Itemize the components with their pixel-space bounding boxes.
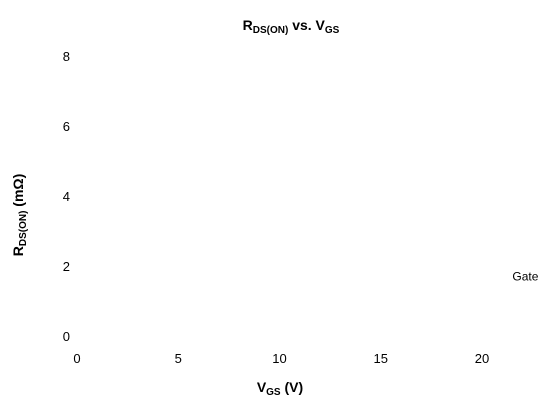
y-tick-label: 8 bbox=[63, 49, 70, 64]
y-tick-label: 2 bbox=[63, 259, 70, 274]
y-tick-labels: 0 2 4 6 8 bbox=[63, 49, 70, 344]
x-tick-label: 15 bbox=[374, 351, 388, 366]
annotations: Gate bbox=[512, 270, 538, 284]
x-tick-label: 5 bbox=[175, 351, 182, 366]
x-tick-label: 0 bbox=[73, 351, 80, 366]
annotation-label: Gate bbox=[512, 270, 538, 284]
y-tick-label: 4 bbox=[63, 189, 70, 204]
x-tick-label: 10 bbox=[272, 351, 286, 366]
x-axis-title: VGS (V) bbox=[257, 379, 303, 398]
y-tick-label: 6 bbox=[63, 119, 70, 134]
y-axis-title: RDS(ON) (mΩ) bbox=[10, 174, 29, 257]
y-tick-label: 0 bbox=[63, 329, 70, 344]
chart-title: RDS(ON) vs. VGS bbox=[243, 17, 340, 36]
x-tick-label: 20 bbox=[475, 351, 489, 366]
x-tick-labels: 0 5 10 15 20 bbox=[73, 351, 489, 366]
